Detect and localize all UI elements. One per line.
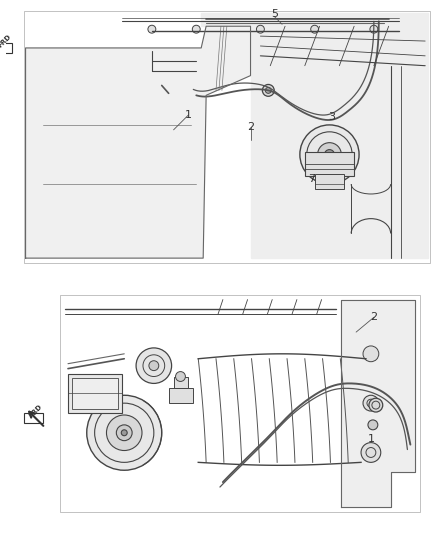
Circle shape [148, 25, 156, 33]
Circle shape [117, 425, 132, 441]
Polygon shape [25, 26, 251, 258]
Circle shape [87, 395, 162, 470]
Bar [169, 389, 193, 403]
Circle shape [257, 25, 265, 33]
Circle shape [176, 372, 185, 382]
Circle shape [106, 94, 118, 106]
Bar [60, 295, 420, 512]
Circle shape [368, 420, 378, 430]
Polygon shape [341, 300, 415, 507]
Bar [24, 11, 430, 263]
Circle shape [106, 415, 142, 450]
Bar [68, 374, 122, 413]
Circle shape [311, 25, 318, 33]
Bar [314, 174, 344, 189]
Circle shape [173, 90, 180, 98]
Bar [24, 413, 43, 423]
Circle shape [325, 150, 334, 159]
Circle shape [192, 25, 200, 33]
Text: 1: 1 [185, 110, 192, 120]
Bar [305, 151, 354, 176]
Text: 7: 7 [308, 174, 315, 184]
Text: FRD: FRD [0, 34, 12, 49]
Circle shape [300, 125, 359, 184]
Text: 5: 5 [271, 10, 278, 19]
Circle shape [121, 430, 127, 435]
Circle shape [149, 361, 159, 370]
Bar [60, 295, 420, 512]
Circle shape [369, 398, 383, 412]
Text: 2: 2 [247, 122, 254, 132]
Text: 1: 1 [367, 434, 374, 443]
Polygon shape [201, 13, 428, 258]
Circle shape [265, 87, 271, 93]
Bar [0, 43, 12, 53]
Circle shape [318, 143, 341, 166]
Text: FRD: FRD [28, 403, 43, 419]
Circle shape [262, 84, 274, 96]
Circle shape [169, 85, 184, 101]
Circle shape [136, 348, 172, 383]
Circle shape [91, 78, 134, 122]
Text: 3: 3 [328, 112, 335, 122]
Circle shape [370, 25, 378, 33]
Bar [173, 376, 188, 389]
Bar [24, 11, 430, 263]
Circle shape [363, 395, 379, 411]
Circle shape [361, 442, 381, 462]
Text: 2: 2 [370, 312, 378, 322]
Circle shape [363, 346, 379, 362]
Bar [72, 377, 118, 409]
